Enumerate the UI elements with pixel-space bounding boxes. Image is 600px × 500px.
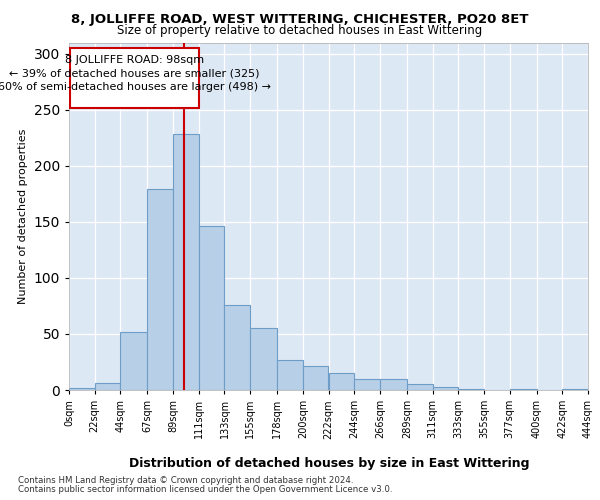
Text: Contains public sector information licensed under the Open Government Licence v3: Contains public sector information licen… [18, 485, 392, 494]
Bar [354, 379, 380, 390]
Bar [173, 134, 199, 390]
Text: Size of property relative to detached houses in East Wittering: Size of property relative to detached ho… [118, 24, 482, 37]
Text: ← 39% of detached houses are smaller (325): ← 39% of detached houses are smaller (32… [9, 68, 260, 78]
Bar [458, 389, 484, 390]
Text: 8 JOLLIFFE ROAD: 98sqm: 8 JOLLIFFE ROAD: 98sqm [65, 55, 204, 65]
FancyBboxPatch shape [70, 48, 199, 108]
Bar [509, 389, 536, 390]
Bar [121, 332, 148, 390]
Bar [433, 386, 458, 390]
Bar [250, 328, 277, 390]
Bar [303, 366, 329, 390]
Bar [380, 379, 407, 390]
Bar [224, 305, 250, 390]
Bar [148, 190, 173, 390]
Bar [199, 226, 224, 390]
Text: Contains HM Land Registry data © Crown copyright and database right 2024.: Contains HM Land Registry data © Crown c… [18, 476, 353, 485]
Bar [407, 384, 433, 390]
Text: 60% of semi-detached houses are larger (498) →: 60% of semi-detached houses are larger (… [0, 82, 271, 92]
Bar [562, 389, 588, 390]
Bar [69, 388, 95, 390]
Bar [277, 360, 303, 390]
Text: Distribution of detached houses by size in East Wittering: Distribution of detached houses by size … [128, 458, 529, 470]
Bar [329, 373, 354, 390]
Text: 8, JOLLIFFE ROAD, WEST WITTERING, CHICHESTER, PO20 8ET: 8, JOLLIFFE ROAD, WEST WITTERING, CHICHE… [71, 12, 529, 26]
Bar [95, 384, 121, 390]
Y-axis label: Number of detached properties: Number of detached properties [18, 128, 28, 304]
